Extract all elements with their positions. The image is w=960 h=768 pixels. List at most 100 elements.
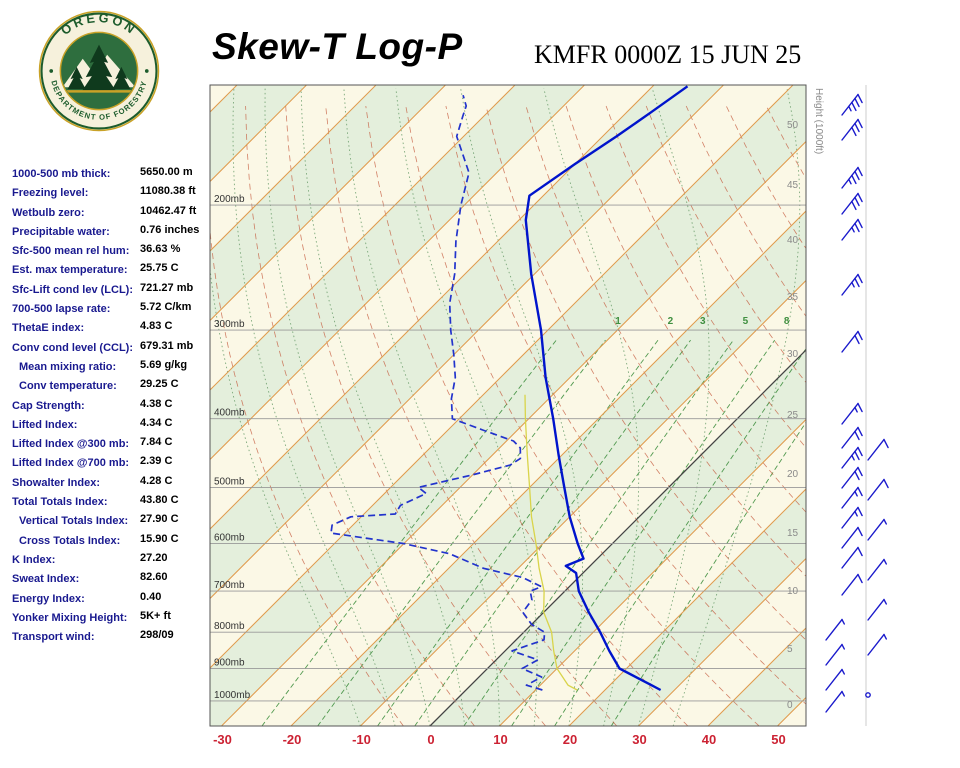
index-value: 29.25 C <box>140 378 179 391</box>
index-row: Lifted Index: 4.34 C <box>12 414 210 433</box>
isotherm <box>221 140 806 726</box>
isotherm <box>210 85 377 252</box>
index-label: Sfc-Lift cond lev (LCL): <box>12 283 133 296</box>
index-row: Wetbulb zero: 10462.47 ft <box>12 202 210 221</box>
wind-barbs <box>825 93 889 713</box>
barb-feather <box>857 446 863 457</box>
index-label: Showalter Index: <box>12 476 101 489</box>
wind-barb <box>841 273 863 296</box>
pressure-label: 600mb <box>214 533 245 544</box>
barb-feather <box>883 478 889 489</box>
wind-barb <box>841 218 863 241</box>
mixing-ratio-line <box>610 421 806 726</box>
index-label: Transport wind: <box>12 631 95 644</box>
index-value: 0.76 inches <box>140 223 200 236</box>
pressure-label: 700mb <box>214 580 245 591</box>
chart-border <box>209 84 807 727</box>
index-label: Total Totals Index: <box>12 496 108 509</box>
temp-tick-label: 30 <box>632 732 646 747</box>
dry-adiabat <box>210 225 404 726</box>
wind-barb <box>841 330 863 353</box>
dry-adiabat <box>245 105 475 726</box>
barb-staff <box>825 690 843 713</box>
wind-barb <box>841 192 863 215</box>
dry-adiabat <box>605 105 806 449</box>
index-label: 700-500 lapse rate: <box>12 303 111 316</box>
barb-staff <box>867 633 885 656</box>
green-band <box>210 85 806 726</box>
mixing-ratio-line <box>317 339 606 726</box>
temp-tick-label: 40 <box>702 732 716 747</box>
index-label: Lifted Index @700 mb: <box>12 457 130 470</box>
wetbulb-profile-line <box>524 394 578 691</box>
index-value: 721.27 mb <box>140 281 194 294</box>
index-label: Sfc-500 mean rel hum: <box>12 245 130 258</box>
mixing-ratio-label: 5 <box>743 316 749 327</box>
barb-half-feather <box>883 518 887 525</box>
dry-adiabat <box>325 105 618 726</box>
index-label: Conv temperature: <box>19 380 117 393</box>
temperature-profile-line <box>524 85 689 692</box>
index-label: 1000-500 mb thick: <box>12 168 111 180</box>
barb-feather <box>857 526 863 537</box>
barb-feather <box>854 122 860 133</box>
index-value: 27.90 C <box>140 513 179 526</box>
barb-feather <box>854 222 860 233</box>
barb-feather <box>854 277 860 288</box>
barb-half-feather <box>851 226 855 233</box>
index-row: Freezing level: 11080.38 ft <box>12 182 210 201</box>
pressure-label: 200mb <box>214 194 245 205</box>
barb-half-feather <box>883 558 887 565</box>
barb-staff <box>841 506 859 529</box>
barb-feather <box>854 430 860 441</box>
isotherm <box>210 85 794 669</box>
calm-barb-icon <box>865 692 871 698</box>
wind-barb <box>825 643 845 666</box>
height-tick-label: 35 <box>787 292 799 303</box>
barb-staff <box>841 273 859 296</box>
barb-half-feather <box>841 618 845 625</box>
index-value: 36.63 % <box>140 243 181 256</box>
index-label: Energy Index: <box>12 592 85 605</box>
index-row: Yonker Mixing Height: 5K+ ft <box>12 607 210 626</box>
logo-side-dot <box>49 69 54 73</box>
temp-tick-label: 20 <box>563 732 577 747</box>
barb-half-feather <box>841 643 845 650</box>
isotherm <box>210 85 446 322</box>
wind-barb <box>841 118 863 141</box>
logo-side-dot <box>144 69 149 73</box>
height-tick-label: 45 <box>787 180 799 191</box>
index-row: Cap Strength: 4.38 C <box>12 395 210 414</box>
mixing-ratio-line <box>554 347 806 726</box>
temp-tick-label: -10 <box>352 732 371 747</box>
wind-barb <box>841 526 863 549</box>
barb-half-feather <box>841 668 845 675</box>
logo-green-ring <box>40 12 158 130</box>
barb-feather <box>854 170 860 181</box>
index-row: Precipitable water: 0.76 inches <box>12 221 210 240</box>
wind-barb <box>841 402 863 425</box>
moist-adiabat <box>460 88 584 726</box>
wind-barb <box>867 478 889 501</box>
barb-feather <box>857 118 863 129</box>
barb-staff <box>841 546 859 569</box>
index-label: Vertical Totals Index: <box>19 515 129 528</box>
logo-forest-scene <box>62 44 136 93</box>
dry-adiabat <box>285 105 547 726</box>
barb-feather <box>854 334 860 345</box>
index-label: K Index: <box>12 553 56 566</box>
index-value: 5K+ ft <box>140 609 171 622</box>
index-label: Sweat Index: <box>12 573 80 586</box>
barb-half-feather <box>883 598 887 605</box>
barb-staff <box>841 330 859 353</box>
index-row: Showalter Index: 4.28 C <box>12 472 210 491</box>
index-row: 1000-500 mb thick: 5650.00 m <box>12 163 210 182</box>
barb-staff <box>825 643 843 666</box>
barb-feather <box>857 166 863 177</box>
page-title: Skew-T Log-P <box>212 26 463 67</box>
barb-feather <box>851 200 857 211</box>
dry-adiabat <box>525 105 806 577</box>
index-row: 700-500 lapse rate: 5.72 C/km <box>12 298 210 317</box>
